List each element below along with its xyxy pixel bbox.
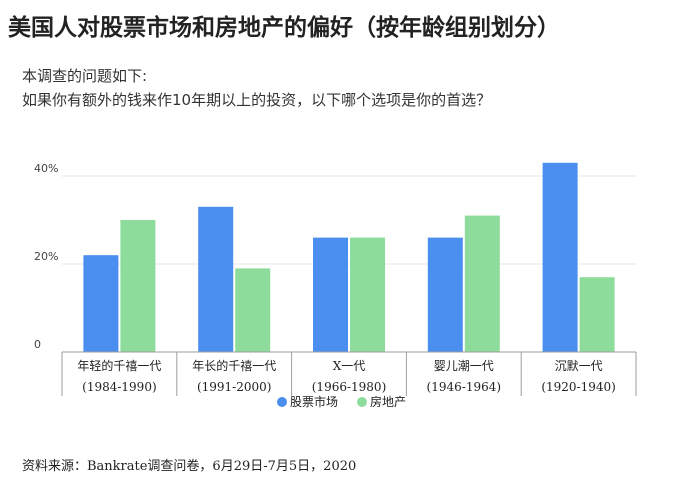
category-years-label: (1966-1980) [312,380,387,394]
category-label: 年轻的千禧一代 [77,358,161,373]
legend-label: 股票市场 [290,394,338,409]
bar-stocks [83,255,119,352]
bar-stocks [313,237,348,352]
category-years-label: (1984-1990) [82,380,157,394]
bar-realestate [120,220,156,352]
category-label: 年长的千禧一代 [192,358,276,373]
legend-swatch [277,397,287,407]
legend-swatch [357,397,367,407]
bar-realestate [579,277,615,352]
bar-stocks [198,206,234,352]
y-tick-label: 0 [34,338,41,351]
category-years-label: (1991-2000) [197,380,272,394]
category-label: X一代 [333,359,366,373]
bar-stocks [542,162,578,352]
category-label: 沉默一代 [555,358,603,373]
legend-label: 房地产 [370,394,406,409]
category-years-label: (1920-1940) [541,380,616,394]
category-label: 婴儿潮一代 [434,358,494,373]
subtitle-line-1: 本调查的问题如下: [22,67,148,85]
bar-stocks [427,237,463,352]
y-tick-label: 40% [34,162,58,175]
bar-realestate [350,237,385,352]
y-tick-label: 20% [34,250,58,263]
source-note: 资料来源：Bankrate调查问卷，6月29日-7月5日，2020 [22,459,357,474]
chart-subtitle: 本调查的问题如下: 如果你有额外的钱来作10年期以上的投资，以下哪个选项是你的首… [22,64,491,112]
subtitle-line-2: 如果你有额外的钱来作10年期以上的投资，以下哪个选项是你的首选？ [22,91,492,109]
bar-realestate [235,268,271,352]
chart-title: 美国人对股票市场和房地产的偏好（按年龄组别划分） [8,15,560,41]
bar-realestate [464,215,500,352]
category-years-label: (1946-1964) [427,380,502,394]
